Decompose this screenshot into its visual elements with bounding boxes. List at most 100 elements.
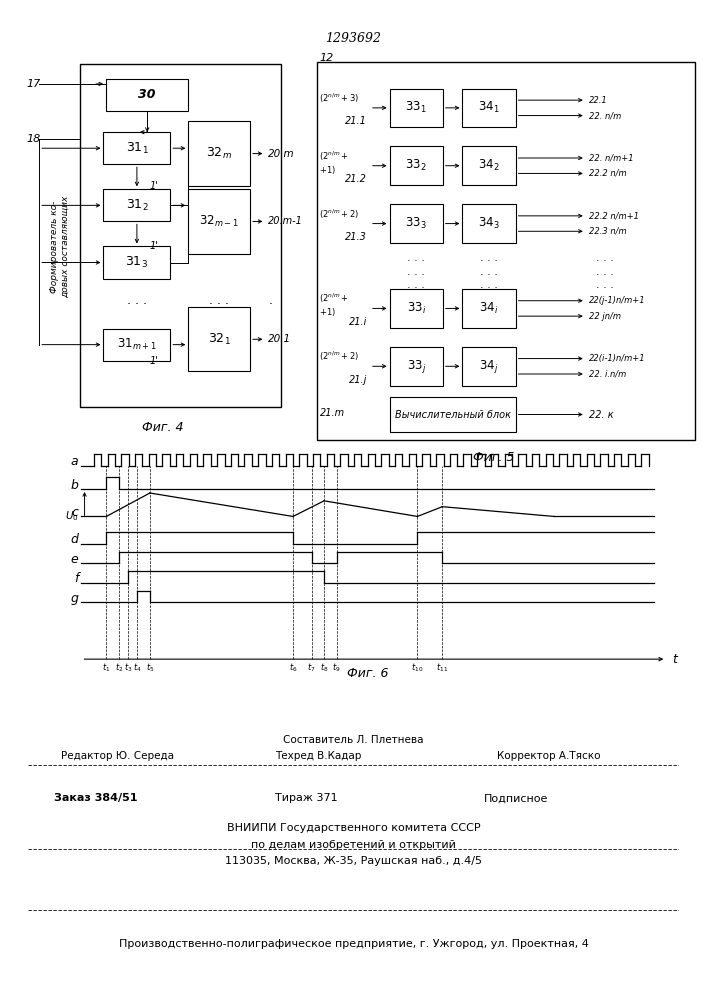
Text: $31_2$: $31_2$ bbox=[126, 198, 148, 213]
Text: Редактор Ю. Середа: Редактор Ю. Середа bbox=[61, 751, 174, 761]
Text: $t_7$: $t_7$ bbox=[308, 661, 316, 674]
Text: 17: 17 bbox=[26, 79, 40, 89]
Text: $34_1$: $34_1$ bbox=[478, 100, 500, 115]
Text: 21.2: 21.2 bbox=[345, 174, 367, 184]
Bar bbox=[462, 204, 515, 243]
Text: $t_2$: $t_2$ bbox=[115, 661, 123, 674]
Text: g: g bbox=[71, 592, 78, 605]
Text: Корректор А.Тяско: Корректор А.Тяско bbox=[496, 751, 600, 761]
Bar bbox=[390, 397, 515, 432]
Text: $+1)$: $+1)$ bbox=[320, 306, 337, 318]
Text: 22(i-1)n/m+1: 22(i-1)n/m+1 bbox=[588, 354, 645, 363]
Text: $t_6$: $t_6$ bbox=[288, 661, 297, 674]
Text: $34_2$: $34_2$ bbox=[479, 158, 500, 173]
Text: 22.1: 22.1 bbox=[588, 96, 607, 105]
Text: $33_1$: $33_1$ bbox=[405, 100, 427, 115]
Text: 22.2 n/m+1: 22.2 n/m+1 bbox=[588, 211, 638, 220]
Bar bbox=[103, 329, 170, 361]
Bar bbox=[188, 121, 250, 186]
Text: . . .: . . . bbox=[127, 294, 147, 306]
Text: $t_{10}$: $t_{10}$ bbox=[411, 661, 423, 674]
Text: $(2^{n/m}+2)$: $(2^{n/m}+2)$ bbox=[320, 207, 360, 221]
Text: $31_1$: $31_1$ bbox=[126, 141, 148, 156]
Text: 20.1: 20.1 bbox=[268, 334, 291, 344]
Text: 1': 1' bbox=[150, 181, 158, 191]
Bar bbox=[462, 289, 515, 328]
Text: 18: 18 bbox=[26, 134, 40, 144]
Text: $34_j$: $34_j$ bbox=[479, 358, 498, 375]
Bar bbox=[188, 307, 250, 371]
Bar bbox=[390, 89, 443, 127]
Text: $33_i$: $33_i$ bbox=[407, 301, 426, 316]
Text: $32_{m-1}$: $32_{m-1}$ bbox=[199, 214, 239, 229]
Text: Фиг. 5: Фиг. 5 bbox=[472, 451, 514, 464]
Text: 12: 12 bbox=[320, 53, 334, 63]
Text: $(2^{n/m}+2)$: $(2^{n/m}+2)$ bbox=[320, 350, 360, 363]
Text: . . .: . . . bbox=[209, 294, 229, 306]
Text: $34_3$: $34_3$ bbox=[478, 216, 500, 231]
Text: . . .: . . . bbox=[597, 253, 614, 263]
Text: 113035, Москва, Ж-35, Раушская наб., д.4/5: 113035, Москва, Ж-35, Раушская наб., д.4… bbox=[225, 856, 482, 866]
Text: $34_i$: $34_i$ bbox=[479, 301, 498, 316]
Bar bbox=[462, 146, 515, 185]
Bar bbox=[103, 246, 170, 279]
Text: .: . bbox=[269, 294, 273, 306]
Text: 22. n/m: 22. n/m bbox=[588, 111, 621, 120]
Text: 22. к: 22. к bbox=[588, 410, 613, 420]
Text: $+1)$: $+1)$ bbox=[320, 164, 337, 176]
Text: . . .: . . . bbox=[597, 280, 614, 290]
Text: . . .: . . . bbox=[407, 280, 425, 290]
Text: b: b bbox=[71, 479, 78, 492]
Bar bbox=[462, 347, 515, 386]
Text: 21.j: 21.j bbox=[349, 375, 367, 385]
Text: $(2^{n/m}+3)$: $(2^{n/m}+3)$ bbox=[320, 92, 360, 105]
Text: $33_2$: $33_2$ bbox=[405, 158, 427, 173]
Text: 30: 30 bbox=[139, 88, 156, 101]
Text: Составитель Л. Плетнева: Составитель Л. Плетнева bbox=[284, 735, 423, 745]
Text: 22.3 n/m: 22.3 n/m bbox=[588, 227, 626, 236]
Text: по делам изобретений и открытий: по делам изобретений и открытий bbox=[251, 840, 456, 850]
Text: . . .: . . . bbox=[597, 267, 614, 277]
Text: Вычислительный блок: Вычислительный блок bbox=[395, 410, 510, 420]
Bar bbox=[81, 64, 281, 407]
Bar bbox=[103, 132, 170, 164]
Text: Производственно-полиграфическое предприятие, г. Ужгород, ул. Проектная, 4: Производственно-полиграфическое предприя… bbox=[119, 939, 588, 949]
Text: $t_1$: $t_1$ bbox=[102, 661, 110, 674]
Text: $t_9$: $t_9$ bbox=[332, 661, 341, 674]
Bar bbox=[390, 289, 443, 328]
Text: . . .: . . . bbox=[407, 267, 425, 277]
Text: $t_{11}$: $t_{11}$ bbox=[436, 661, 448, 674]
Text: Фиг. 6: Фиг. 6 bbox=[347, 667, 388, 680]
Bar bbox=[106, 79, 188, 111]
Text: 21.1: 21.1 bbox=[345, 116, 367, 126]
Text: $t_8$: $t_8$ bbox=[320, 661, 328, 674]
Text: $(2^{n/m}+$: $(2^{n/m}+$ bbox=[320, 292, 349, 305]
Text: Заказ 384/51: Заказ 384/51 bbox=[54, 793, 138, 803]
Text: 20.m: 20.m bbox=[268, 149, 295, 159]
Text: Техред В.Кадар: Техред В.Кадар bbox=[276, 751, 362, 761]
Text: Подписное: Подписное bbox=[484, 793, 548, 803]
Text: . . .: . . . bbox=[480, 280, 498, 290]
Bar bbox=[390, 146, 443, 185]
Text: 1': 1' bbox=[150, 356, 158, 366]
Text: $t_3$: $t_3$ bbox=[124, 661, 132, 674]
Text: $t_5$: $t_5$ bbox=[146, 661, 154, 674]
Text: 1': 1' bbox=[150, 241, 158, 251]
Text: 22. n/m+1: 22. n/m+1 bbox=[588, 153, 633, 162]
Text: t: t bbox=[672, 653, 677, 666]
Text: $(2^{n/m}+$: $(2^{n/m}+$ bbox=[320, 149, 349, 163]
Text: 20.m-1: 20.m-1 bbox=[268, 216, 303, 226]
Bar bbox=[188, 189, 250, 254]
Bar bbox=[103, 189, 170, 221]
Text: . . .: . . . bbox=[480, 267, 498, 277]
Text: $33_3$: $33_3$ bbox=[405, 216, 427, 231]
Text: Фиг. 4: Фиг. 4 bbox=[142, 421, 183, 434]
Text: 21.i: 21.i bbox=[349, 317, 367, 327]
Text: $31_3$: $31_3$ bbox=[125, 255, 148, 270]
Text: $U_0$: $U_0$ bbox=[64, 510, 78, 523]
Text: 1293692: 1293692 bbox=[325, 32, 382, 45]
Bar bbox=[462, 89, 515, 127]
Text: . . .: . . . bbox=[407, 253, 425, 263]
Text: $32_m$: $32_m$ bbox=[206, 146, 232, 161]
Bar bbox=[390, 204, 443, 243]
